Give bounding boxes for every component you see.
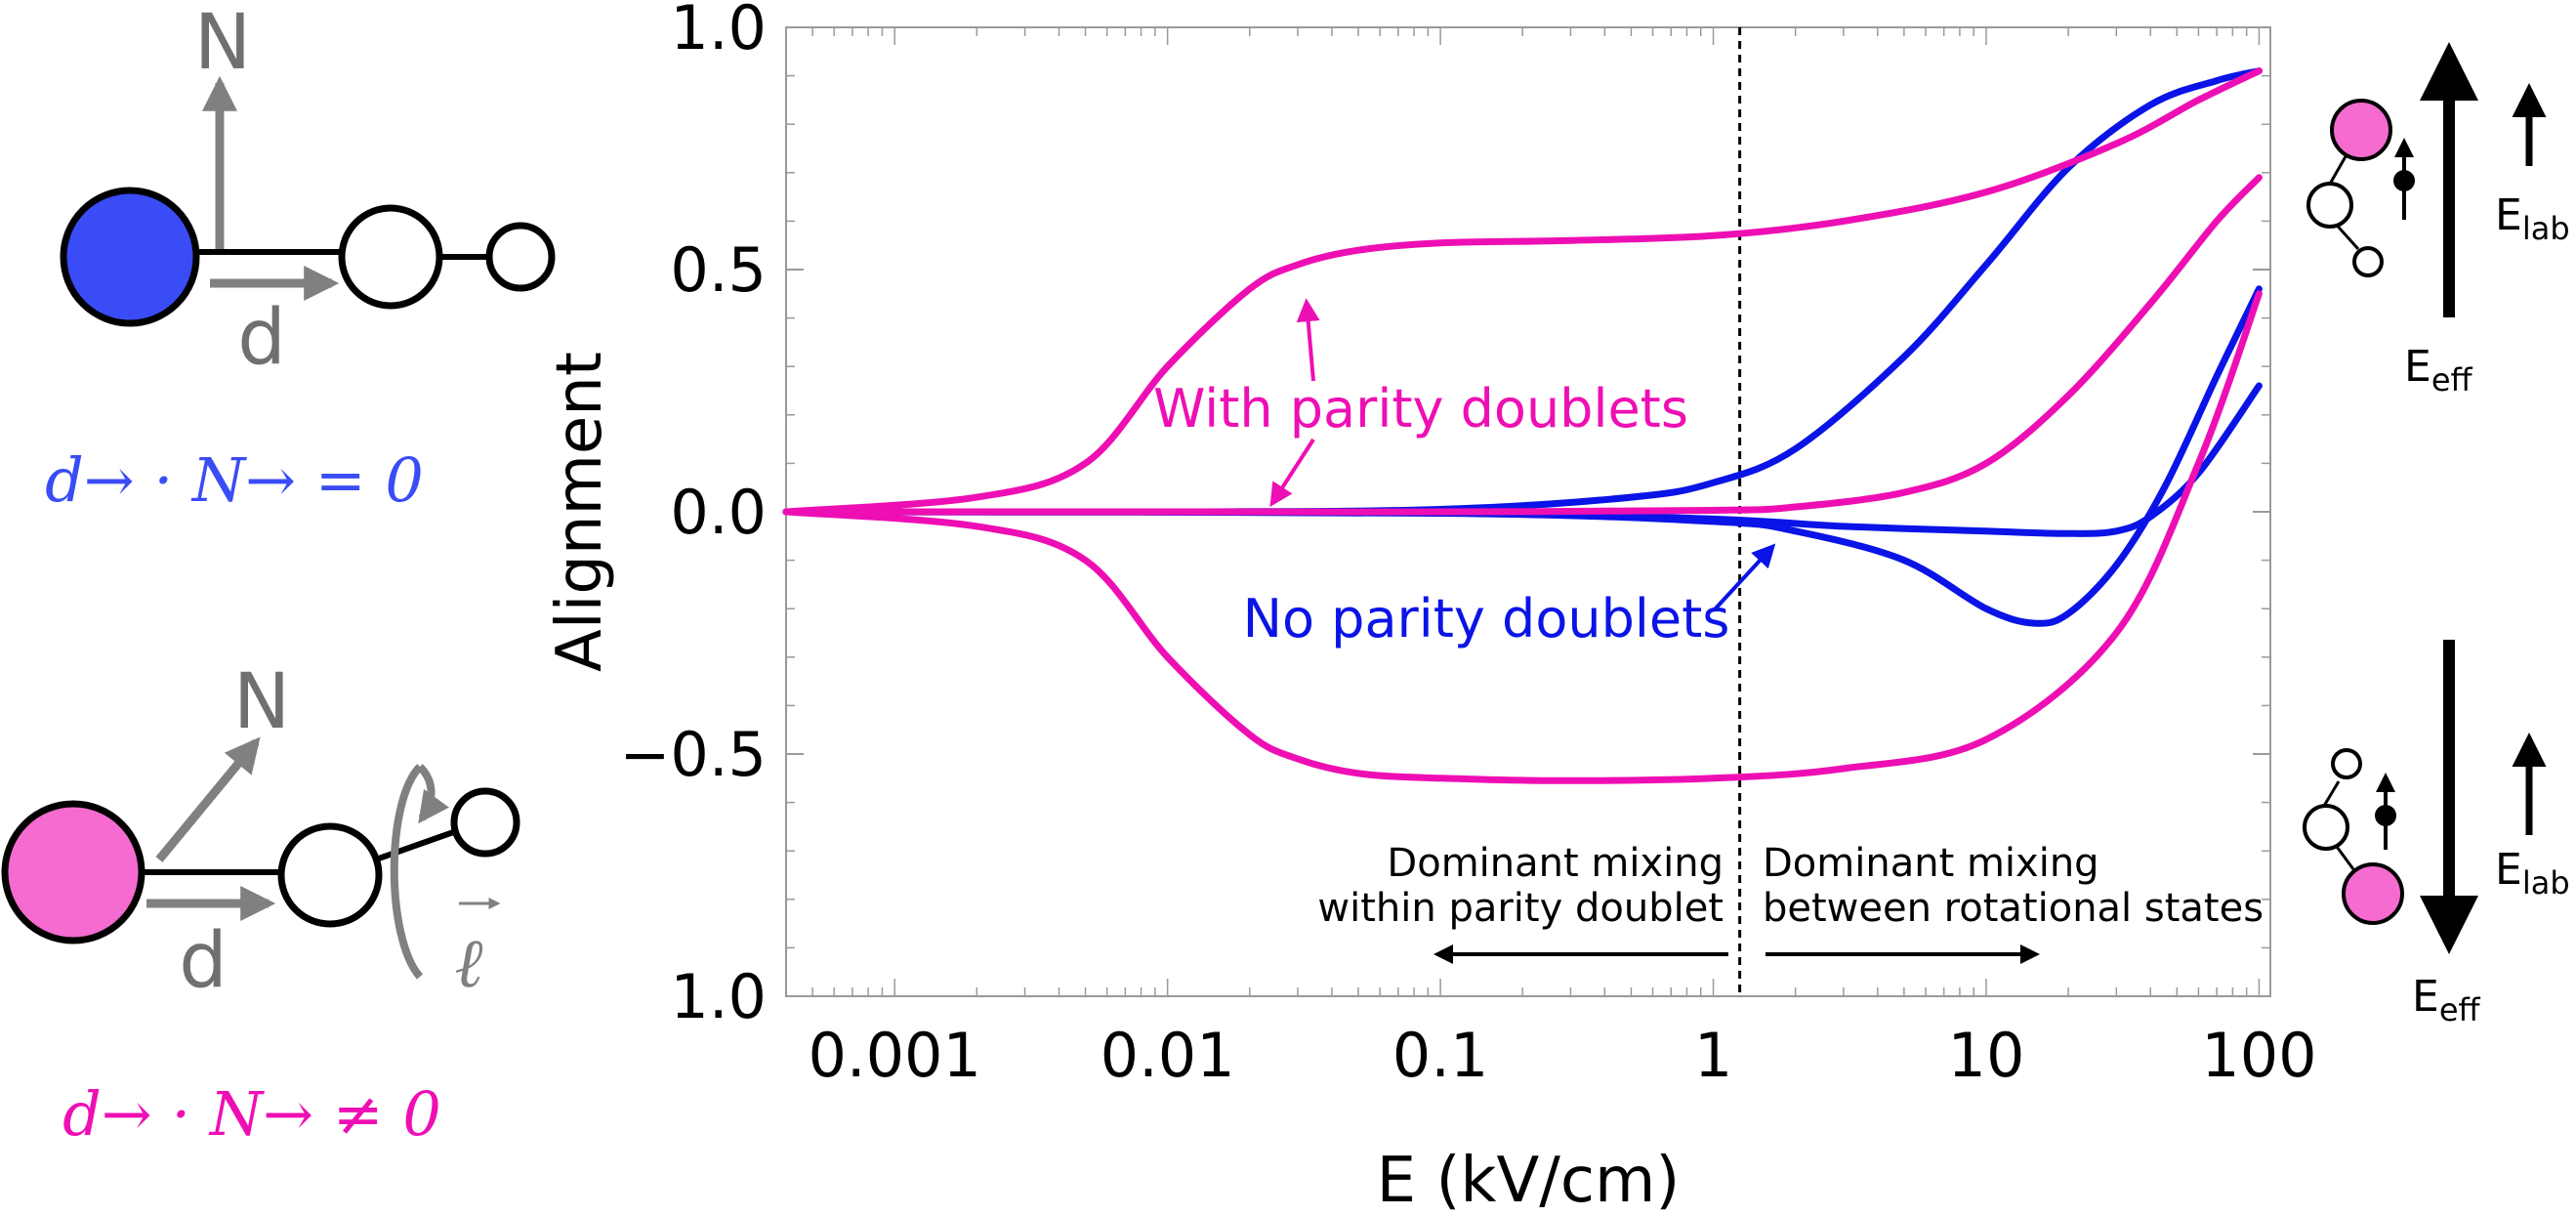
- x-tick-label: 0.001: [808, 1020, 981, 1091]
- molecule-bottom-pink-atom: [2342, 862, 2404, 925]
- bond-bottom-small: [375, 827, 460, 862]
- molecule-top-pink-atom: [2330, 99, 2392, 161]
- elab-label-top: Elab: [2495, 190, 2570, 247]
- right-bottom-group: Eeff Elab: [2303, 640, 2570, 1028]
- molecule-bottom: N d ℓ: [1, 658, 520, 1005]
- chart: 1.0 0.5 0.0 −0.5 1.0 0.001 0.01 0.1 1 10 100 E (k…: [544, 0, 2317, 1216]
- dipole-dot-bottom: [2375, 805, 2396, 826]
- y-tick-label: 1.0: [670, 961, 767, 1032]
- molecule-top-bond1: [2327, 150, 2350, 187]
- x-tick-label: 0.01: [1101, 1020, 1235, 1091]
- x-tick-label: 10: [1948, 1020, 2025, 1091]
- right-mixing-line2: between rotational states: [1763, 886, 2264, 931]
- x-ticks: 0.001 0.01 0.1 1 10 100: [808, 1020, 2316, 1091]
- series-line-with-doublets-0: [782, 67, 2263, 516]
- atom-small-bottom: [450, 787, 520, 858]
- series-line-with-doublets-2: [782, 174, 2263, 516]
- annotation-with-doublets-arrow-up: [1296, 298, 1320, 382]
- d-label-top: d: [237, 294, 286, 382]
- molecule-top-mid-atom: [2306, 182, 2353, 229]
- molecule-bottom-bond1: [2322, 780, 2341, 807]
- n-arrow-bottom: [155, 736, 261, 862]
- annotation-with-doublets-arrow-down: [1269, 438, 1315, 508]
- molecule-bottom-mid-atom: [2303, 804, 2349, 851]
- y-tick-label: 0.5: [670, 234, 767, 306]
- ell-label: ℓ: [454, 923, 482, 1003]
- n-label-top: N: [194, 0, 251, 87]
- x-tick-label: 0.1: [1392, 1020, 1489, 1091]
- right-panel: Eeff Elab Eeff Elab: [2303, 42, 2570, 1028]
- y-ticks: 1.0 0.5 0.0 −0.5 1.0: [619, 0, 2270, 1032]
- left-panel: N d d→ · N→ = 0 N d ℓ d→ · N→ ≠ 0: [1, 0, 556, 1150]
- atom-mid-top: [338, 204, 443, 310]
- elab-label-bottom: Elab: [2495, 845, 2570, 902]
- annotation-no-doublets-arrow: [1712, 543, 1776, 612]
- series-line-with-doublets-1: [782, 290, 2263, 784]
- y-tick-label: −0.5: [619, 719, 767, 790]
- atom-large-blue: [60, 187, 200, 327]
- molecule-top: N d: [60, 0, 556, 382]
- series-line-no-doublets-4: [782, 285, 2263, 627]
- right-top-group: Eeff Elab: [2306, 42, 2570, 398]
- d-label-bottom: d: [179, 917, 228, 1005]
- series-line-no-doublets-3: [782, 67, 2263, 516]
- equation-top: d→ · N→ = 0: [45, 444, 424, 516]
- left-mixing-line1: Dominant mixing: [1387, 841, 1724, 886]
- equation-bottom: d→ · N→ ≠ 0: [62, 1078, 441, 1150]
- rotation-arrow-back: [416, 764, 449, 824]
- dipole-dot-top: [2393, 170, 2415, 191]
- annotation-right-mixing: Dominant mixing between rotational state…: [1763, 841, 2264, 964]
- y-axis-label: Alignment: [544, 352, 616, 672]
- left-mixing-line2: within parity doublet: [1317, 886, 1724, 931]
- annotation-left-mixing: Dominant mixing within parity doublet: [1317, 841, 1728, 964]
- series-group: [782, 67, 2263, 784]
- atom-mid-bottom: [277, 822, 383, 928]
- minor-ticks: [785, 26, 2270, 997]
- atom-small-top: [485, 222, 556, 292]
- eeff-label-bottom: Eeff: [2412, 972, 2481, 1028]
- molecule-top-small-atom: [2352, 246, 2384, 277]
- annotation-no-doublets-text: No parity doublets: [1243, 588, 1730, 650]
- right-mixing-line1: Dominant mixing: [1763, 841, 2099, 886]
- molecule-bottom-small-atom: [2331, 748, 2362, 779]
- annotation-with-doublets-text: With parity doublets: [1153, 378, 1688, 440]
- annotation-with-doublets: With parity doublets: [1153, 298, 1688, 508]
- atom-large-pink: [1, 800, 145, 944]
- n-label-bottom: N: [233, 658, 290, 746]
- x-axis-label: E (kV/cm): [1377, 1145, 1681, 1216]
- y-tick-label: 1.0: [670, 0, 767, 63]
- rotation-arrow: [390, 764, 424, 980]
- x-tick-label: 100: [2201, 1020, 2316, 1091]
- y-tick-label: 0.0: [670, 477, 767, 548]
- annotation-no-doublets: No parity doublets: [1243, 543, 1776, 650]
- eeff-label-top: Eeff: [2404, 342, 2473, 398]
- x-tick-label: 1: [1694, 1020, 1732, 1091]
